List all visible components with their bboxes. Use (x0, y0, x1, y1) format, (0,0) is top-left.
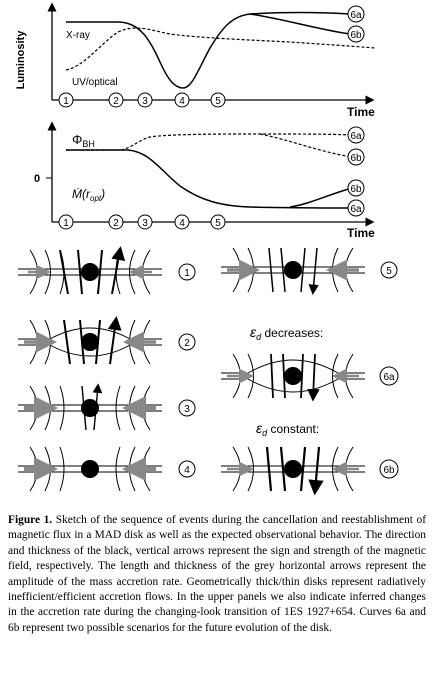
top-tick-4: 4 (179, 96, 185, 107)
top-end-labels: 6a 6b (347, 5, 365, 43)
caption-lead: Figure 1. (8, 514, 53, 526)
black-hole-icon (81, 460, 99, 478)
top-xlabel: Time (347, 105, 375, 119)
top-end-label-6a: 6a (350, 10, 362, 21)
sketch-label-6a: 6a (383, 372, 395, 383)
sketch-1 (18, 250, 162, 295)
mid-xlabel: Time (347, 226, 375, 240)
uv-label: UV/optical (72, 77, 118, 88)
black-hole-icon (81, 399, 99, 417)
mid-end-label-6a-top: 6a (350, 131, 362, 142)
mid-tick-4: 4 (179, 218, 185, 229)
top-ticks: 1 2 3 4 5 (58, 92, 226, 108)
sketch-4 (18, 446, 162, 492)
xray-curve-6b (249, 13, 351, 35)
top-tick-5: 5 (215, 96, 221, 107)
sketch-5 (221, 247, 365, 292)
mid-tick-5: 5 (215, 218, 221, 229)
xray-label: X-ray (66, 30, 90, 41)
top-tick-3: 3 (142, 96, 148, 107)
mid-zero-label: 0 (34, 173, 40, 185)
mid-end-label-6a-bottom: 6a (350, 204, 362, 215)
phi-label: ΦBH (72, 132, 95, 149)
sketch-label-3: 3 (184, 404, 190, 415)
mid-end-label-6b-bottom: 6b (350, 184, 362, 195)
figure: Luminosity Time X-ray UV/optical 6a 6b 1… (15, 2, 399, 510)
mid-end-label-6b-top: 6b (350, 153, 362, 164)
sketch-label-2: 2 (184, 338, 190, 349)
ed-constant-label: εd constant: (256, 420, 319, 438)
top-tick-2: 2 (113, 96, 119, 107)
top-panel: Luminosity Time X-ray UV/optical 6a 6b 1… (15, 2, 376, 119)
phi-curve-6b (259, 133, 353, 158)
mdot-curve (66, 149, 353, 209)
top-ylabel: Luminosity (15, 30, 27, 90)
sketch-6a (221, 353, 365, 398)
sketch-3 (18, 386, 162, 431)
top-tick-1: 1 (63, 96, 69, 107)
sketch-2 (18, 320, 162, 365)
black-hole-icon (284, 367, 302, 385)
black-hole-icon (81, 263, 99, 281)
mdot-label: Ṁ(ropt) (72, 187, 105, 203)
sketch-labels: 1 2 3 4 5 6a 6b (178, 261, 399, 479)
uv-curve (65, 27, 376, 71)
sketch-label-5: 5 (386, 266, 392, 277)
mid-panel: 0 Time ΦBH Ṁ(ropt) 6a 6b 6b 6a 1 2 3 4 5 (34, 121, 375, 240)
mid-end-labels: 6a 6b 6b 6a (347, 126, 365, 217)
sketch-label-4: 4 (184, 465, 190, 476)
sketch-label-1: 1 (184, 268, 190, 279)
black-hole-icon (81, 333, 99, 351)
mid-tick-2: 2 (113, 218, 119, 229)
phi-curve (66, 133, 353, 151)
mid-tick-3: 3 (142, 218, 148, 229)
xray-curve (66, 11, 351, 89)
sketch-6b (221, 446, 365, 491)
top-end-label-6b: 6b (350, 30, 362, 41)
figure-caption: Figure 1. Sketch of the sequence of even… (8, 513, 426, 636)
caption-text: Sketch of the sequence of events during … (8, 514, 426, 634)
black-hole-icon (284, 460, 302, 478)
mid-tick-1: 1 (63, 218, 69, 229)
ed-decreases-label: εd decreases: (250, 324, 323, 342)
mdot-curve-6b (289, 187, 353, 208)
sketch-label-6b: 6b (383, 465, 395, 476)
mid-ticks: 1 2 3 4 5 (58, 214, 226, 230)
black-hole-icon (284, 261, 302, 279)
